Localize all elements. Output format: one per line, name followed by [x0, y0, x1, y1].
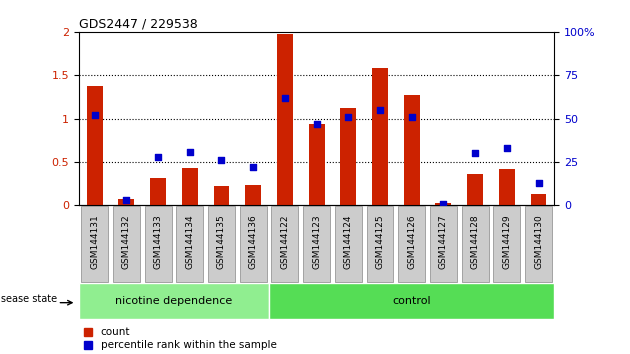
Point	[534, 180, 544, 185]
Text: GSM144136: GSM144136	[249, 215, 258, 269]
Point	[343, 114, 353, 120]
Text: GDS2447 / 229538: GDS2447 / 229538	[79, 18, 197, 31]
Bar	[398, 206, 425, 282]
Point	[501, 145, 512, 151]
Bar	[303, 206, 330, 282]
Text: GSM144128: GSM144128	[471, 215, 479, 269]
Bar	[150, 178, 166, 205]
Text: GSM144122: GSM144122	[280, 215, 289, 269]
Text: GSM144129: GSM144129	[502, 215, 512, 269]
Bar	[372, 68, 388, 205]
Bar	[176, 206, 203, 282]
Point	[470, 150, 480, 156]
Text: nicotine dependence: nicotine dependence	[115, 296, 232, 306]
Bar	[269, 283, 554, 319]
Bar	[435, 203, 451, 205]
Point	[280, 95, 290, 101]
Text: GSM144127: GSM144127	[439, 215, 448, 269]
Bar	[493, 206, 520, 282]
Point	[375, 107, 385, 113]
Point	[153, 154, 163, 160]
Bar	[272, 206, 299, 282]
Text: GSM144131: GSM144131	[90, 215, 99, 269]
Point	[407, 114, 417, 120]
Point	[248, 164, 258, 170]
Text: GSM144125: GSM144125	[375, 215, 384, 269]
Text: GSM144132: GSM144132	[122, 215, 131, 269]
Text: control: control	[392, 296, 431, 306]
Bar	[214, 186, 229, 205]
Bar	[239, 206, 266, 282]
Bar	[309, 124, 324, 205]
Bar	[499, 169, 515, 205]
Bar	[335, 206, 362, 282]
Bar	[277, 34, 293, 205]
Text: disease state: disease state	[0, 294, 57, 304]
Bar	[467, 174, 483, 205]
Point	[438, 201, 449, 206]
Text: GSM144134: GSM144134	[185, 215, 194, 269]
Text: GSM144130: GSM144130	[534, 215, 543, 269]
Bar	[430, 206, 457, 282]
Text: GSM144133: GSM144133	[154, 215, 163, 269]
Bar	[118, 199, 134, 205]
Bar	[462, 206, 489, 282]
Point	[217, 158, 227, 163]
Text: GSM144126: GSM144126	[407, 215, 416, 269]
Bar	[530, 194, 546, 205]
Bar	[182, 168, 198, 205]
Point	[311, 121, 321, 127]
Text: GSM144135: GSM144135	[217, 215, 226, 269]
Bar	[245, 185, 261, 205]
Bar	[525, 206, 552, 282]
Point	[185, 149, 195, 154]
Bar	[208, 206, 235, 282]
Bar	[113, 206, 140, 282]
Legend: count, percentile rank within the sample: count, percentile rank within the sample	[84, 327, 277, 350]
Point	[89, 112, 100, 118]
Text: GSM144123: GSM144123	[312, 215, 321, 269]
Bar	[87, 86, 103, 205]
Text: GSM144124: GSM144124	[344, 215, 353, 269]
Point	[121, 197, 131, 203]
Bar	[367, 206, 394, 282]
Bar	[81, 206, 108, 282]
Bar	[144, 206, 171, 282]
Bar	[340, 108, 356, 205]
Bar	[404, 95, 420, 205]
Bar	[79, 283, 269, 319]
